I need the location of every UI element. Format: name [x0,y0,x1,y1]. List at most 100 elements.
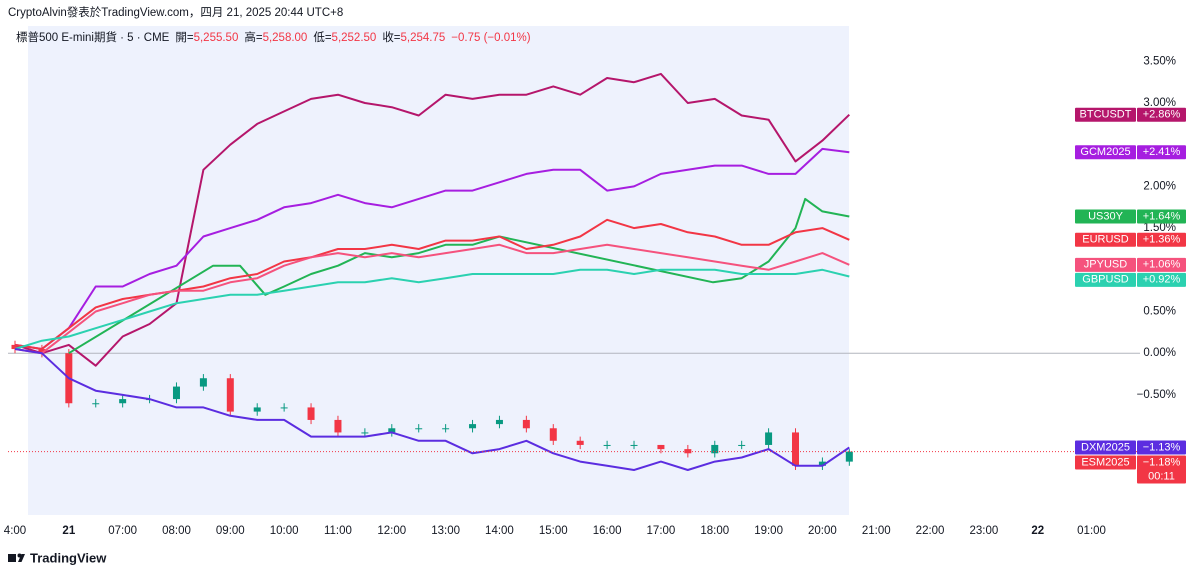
ohlc-value: 5,252.50 [332,32,377,44]
tag-value: −1.18% [1143,456,1181,468]
tag-value-box [1137,145,1186,160]
tag-name: GBPUSD [1082,274,1129,286]
x-tick-label: 14:00 [485,525,514,537]
ohlc-value: 5,254.75 [401,32,446,44]
x-tick-label: 08:00 [162,525,191,537]
x-tick-label: 22:00 [916,525,945,537]
x-tick-label: 18:00 [700,525,729,537]
candle-body [92,403,100,405]
candle-body [253,407,261,412]
tag-value: +2.41% [1143,146,1181,158]
x-tick-label: 13:00 [431,525,460,537]
ohlc-label: 收= [382,30,400,44]
tag-value: −1.13% [1143,441,1181,453]
plot: 3.50%3.00%2.00%1.50%0.50%0.00%−0.50%−1.5… [4,55,1176,537]
candle-body [415,428,423,430]
tag-value: +1.06% [1143,259,1181,271]
tag-value-box [1137,440,1186,455]
candle-body [361,432,369,434]
x-tick-label: 10:00 [270,525,299,537]
candle-body [818,461,826,466]
candle-body [576,440,584,445]
candle-body [11,344,19,350]
candle-body [442,428,450,430]
tag-name-box [1075,145,1136,160]
ohlc-label: 高= [244,30,262,44]
tag-value-box [1137,107,1186,122]
tag-name-box [1075,272,1136,287]
y-tick-label: 0.50% [1143,306,1176,318]
tag-name: ESM2025 [1081,456,1129,468]
tag-value-box [1137,272,1186,287]
x-tick-label: 17:00 [647,525,676,537]
x-tick-label: 01:00 [1077,525,1106,537]
candle-body [38,349,46,354]
x-tick-label: 12:00 [377,525,406,537]
x-tick-label: 21 [62,525,75,537]
y-tick-label: 3.00% [1143,97,1176,109]
tag-value-box [1137,209,1186,224]
tag-name-box [1075,440,1136,455]
tag-value-box [1137,455,1186,484]
x-tick-label: 23:00 [970,525,999,537]
candle-body [495,419,503,425]
candle-body [226,378,234,412]
legend-line: 標普500 E-mini期貨 · 5 · CME 開=5,255.50 高=5,25… [16,30,531,44]
tag-name-box [1075,257,1136,272]
candle-body [792,432,800,466]
ohlc-value: 5,258.00 [263,32,308,44]
candle-body [280,407,288,409]
footer-logo [8,553,25,562]
tag-name: EURUSD [1082,234,1129,246]
candle-body [199,378,207,387]
tag-name: DXM2025 [1081,441,1130,453]
candle-body [684,449,692,454]
x-tick-label: 22 [1031,525,1044,537]
ohlc-label: 低= [313,31,331,44]
footer-brand: TradingView [30,550,107,565]
series-line [14,348,850,471]
y-tick-label: 0.00% [1143,347,1176,359]
x-tick-label: 16:00 [593,525,622,537]
tag-value-box [1137,232,1186,247]
y-tick-label: 3.50% [1143,55,1176,67]
x-tick-label: 20:00 [808,525,837,537]
tag-value: +1.64% [1143,210,1181,222]
candle-body [388,428,396,433]
series-line [14,147,850,350]
tag-name-box [1075,232,1136,247]
candle-body [738,444,746,446]
x-tick-label: 21:00 [862,525,891,537]
tag-name-box [1075,209,1136,224]
y-tick-label: 1.50% [1143,222,1176,234]
candle-body [469,424,477,429]
candle-body [630,444,638,446]
tag-name: JPYUSD [1084,259,1127,271]
series-line [14,72,850,367]
candle-body [765,432,773,445]
change: −0.75 (−0.01%) [451,32,530,44]
x-tick-label: 15:00 [539,525,568,537]
x-tick-label: 07:00 [108,525,137,537]
tag-value: +2.86% [1143,109,1181,121]
tag-value-box [1137,257,1186,272]
credit: CryptoAlvin發表於TradingView.com，四月 21, 202… [8,5,343,19]
tag-name-box [1075,455,1136,470]
candle-body [845,451,853,462]
price-tags: BTCUSDT +2.86% GCM2025 +2.41% US30Y +1.64% EUR… [1075,107,1186,484]
candle-body [172,386,180,400]
tag-name: BTCUSDT [1080,109,1132,121]
series-line [14,243,850,355]
tag-name: US30Y [1088,210,1124,222]
tag-name-box [1075,107,1136,122]
y-tick-label: 2.00% [1143,180,1176,192]
ohlc-value: 5,255.50 [194,32,239,44]
symbol: 標普500 E-mini期貨 · 5 · CME [16,30,170,44]
ohlc-label: 開= [175,31,193,44]
tag-value: +0.92% [1143,274,1181,286]
candle-body [657,444,665,450]
candle-body [307,407,315,420]
symbol-legend: 標普500 E-mini期貨 · 5 · CME 開=5,255.50 高=5,25… [16,30,531,44]
candle-body [603,444,611,446]
